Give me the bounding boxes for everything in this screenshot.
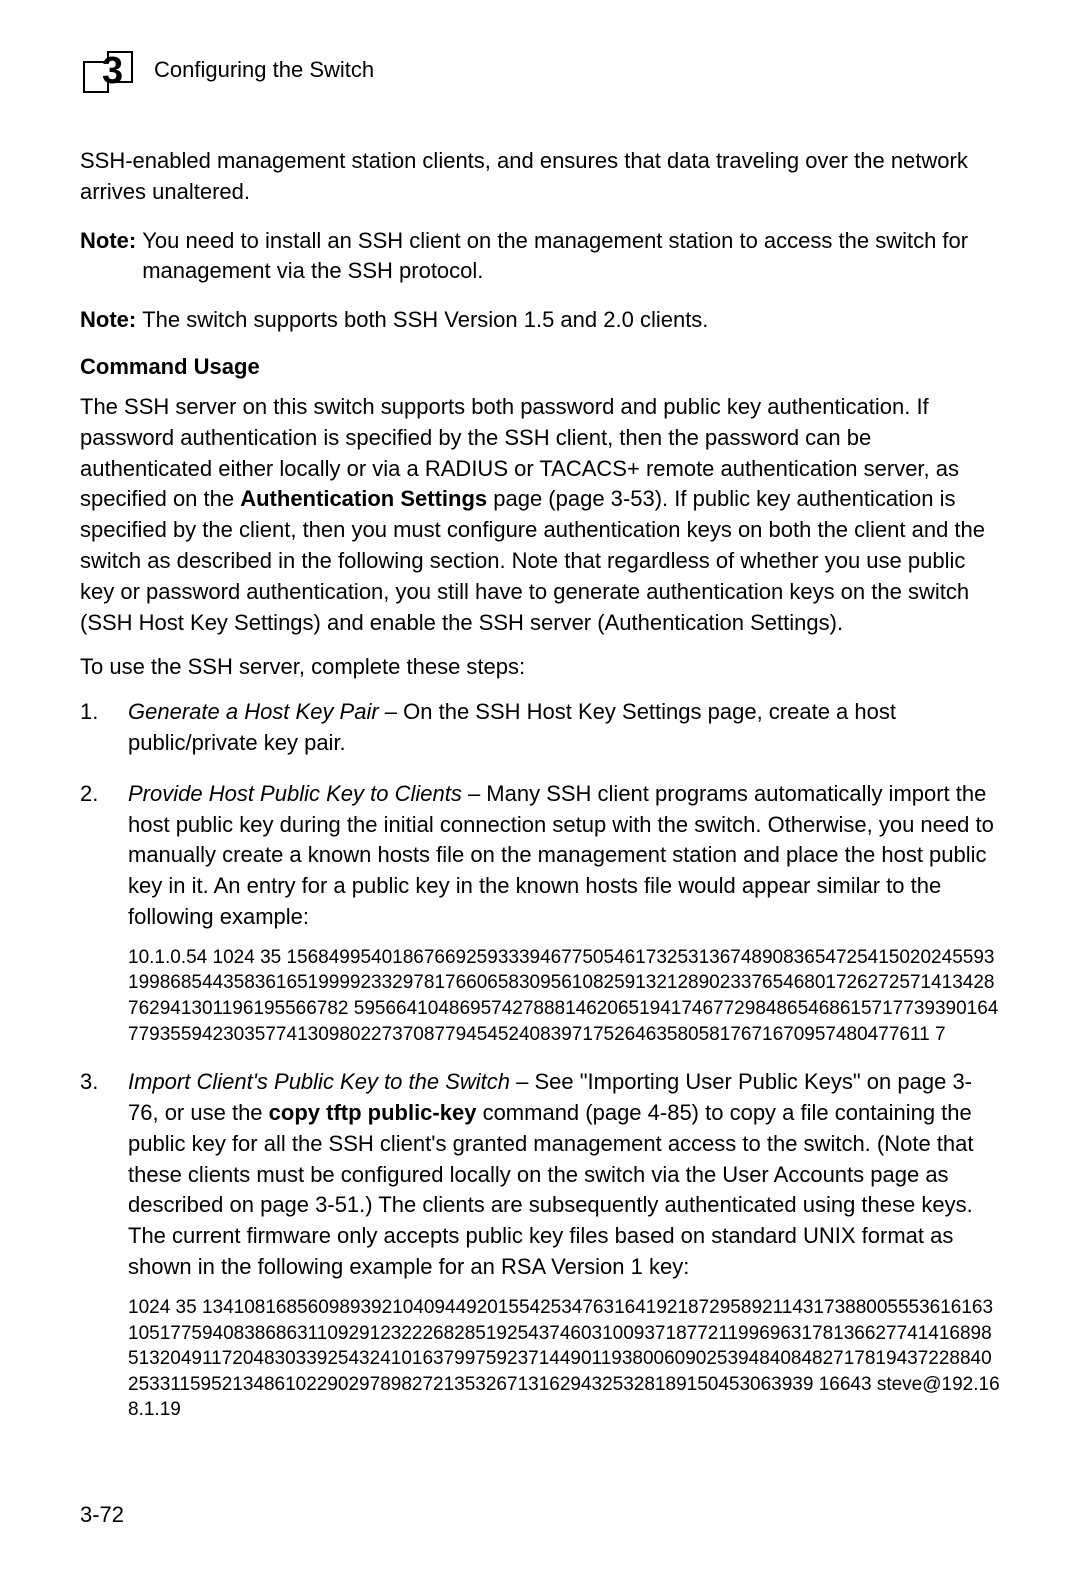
inline-bold: copy tftp public-key <box>269 1100 477 1125</box>
note-2: Note: The switch supports both SSH Versi… <box>80 305 1000 336</box>
step-1: Generate a Host Key Pair – On the SSH Ho… <box>80 697 1000 759</box>
note-label: Note: <box>80 305 142 336</box>
step-title: Generate a Host Key Pair <box>128 699 379 724</box>
page-header: 3 Configuring the Switch <box>80 42 1000 98</box>
steps-list: Generate a Host Key Pair – On the SSH Ho… <box>80 697 1000 1423</box>
page-number: 3-72 <box>80 1502 124 1528</box>
inline-bold: Authentication Settings <box>240 486 487 511</box>
note-1: Note: You need to install an SSH client … <box>80 226 1000 288</box>
step-2: Provide Host Public Key to Clients – Man… <box>80 779 1000 1048</box>
note-body: The switch supports both SSH Version 1.5… <box>142 305 1000 336</box>
chapter-number: 3 <box>102 50 123 93</box>
step-3: Import Client's Public Key to the Switch… <box>80 1067 1000 1423</box>
key-block: 10.1.0.54 1024 35 1568499540186766925933… <box>128 945 1000 1048</box>
intro-paragraph: SSH-enabled management station clients, … <box>80 146 1000 208</box>
step-title: Import Client's Public Key to the Switch <box>128 1069 510 1094</box>
note-label: Note: <box>80 226 142 288</box>
step-text: command (page 4-85) to copy a file conta… <box>128 1100 974 1279</box>
steps-intro: To use the SSH server, complete these st… <box>80 652 1000 683</box>
note-body: You need to install an SSH client on the… <box>142 226 1000 288</box>
chapter-icon: 3 <box>80 42 136 98</box>
key-block: 1024 35 13410816856098939210409449201554… <box>128 1295 1000 1423</box>
header-title: Configuring the Switch <box>154 57 374 83</box>
command-usage-paragraph: The SSH server on this switch supports b… <box>80 392 1000 638</box>
step-title: Provide Host Public Key to Clients <box>128 781 462 806</box>
section-heading: Command Usage <box>80 354 1000 380</box>
